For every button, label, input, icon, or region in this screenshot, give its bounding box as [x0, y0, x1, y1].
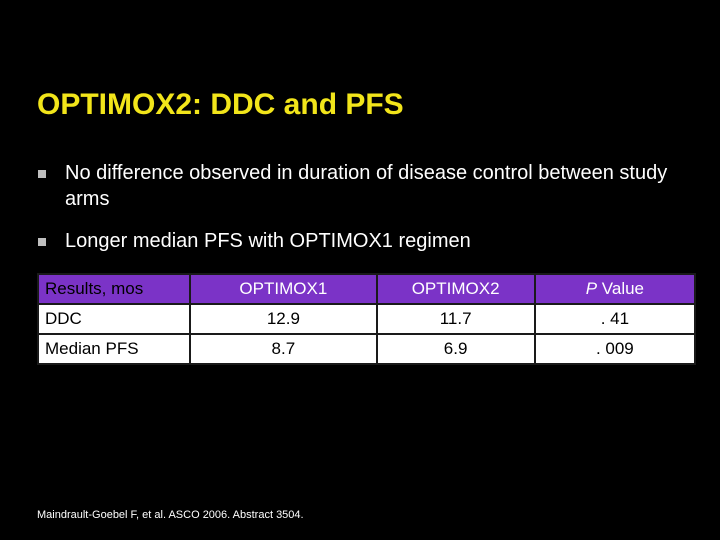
header-optimox2: OPTIMOX2 — [375, 273, 536, 305]
bullet-item: Longer median PFS with OPTIMOX1 regimen — [38, 228, 688, 254]
row-label: DDC — [36, 303, 192, 335]
cell-optimox2: 6.9 — [375, 333, 536, 365]
row-label: Median PFS — [36, 333, 192, 365]
bullet-list: No difference observed in duration of di… — [38, 160, 688, 270]
header-p-value: P Value — [533, 273, 697, 305]
citation-footnote: Maindrault-Goebel F, et al. ASCO 2006. A… — [37, 509, 304, 521]
slide-title: OPTIMOX2: DDC and PFS — [37, 88, 404, 121]
cell-optimox1: 12.9 — [189, 303, 378, 335]
table-header-row: Results, mos OPTIMOX1 OPTIMOX2 P Value — [36, 273, 697, 305]
cell-optimox1: 8.7 — [189, 333, 378, 365]
bullet-text: No difference observed in duration of di… — [65, 162, 668, 210]
square-bullet-icon — [38, 238, 46, 246]
results-table: Results, mos OPTIMOX1 OPTIMOX2 P Value D… — [36, 273, 697, 365]
cell-optimox2: 11.7 — [375, 303, 536, 335]
cell-p-value: . 41 — [533, 303, 697, 335]
square-bullet-icon — [38, 170, 46, 178]
bullet-text: Longer median PFS with OPTIMOX1 regimen — [65, 230, 471, 252]
table-row: DDC 12.9 11.7 . 41 — [36, 303, 697, 335]
table-row: Median PFS 8.7 6.9 . 009 — [36, 333, 697, 365]
header-results: Results, mos — [36, 273, 192, 305]
cell-p-value: . 009 — [533, 333, 697, 365]
header-optimox1: OPTIMOX1 — [189, 273, 378, 305]
bullet-item: No difference observed in duration of di… — [38, 160, 688, 212]
